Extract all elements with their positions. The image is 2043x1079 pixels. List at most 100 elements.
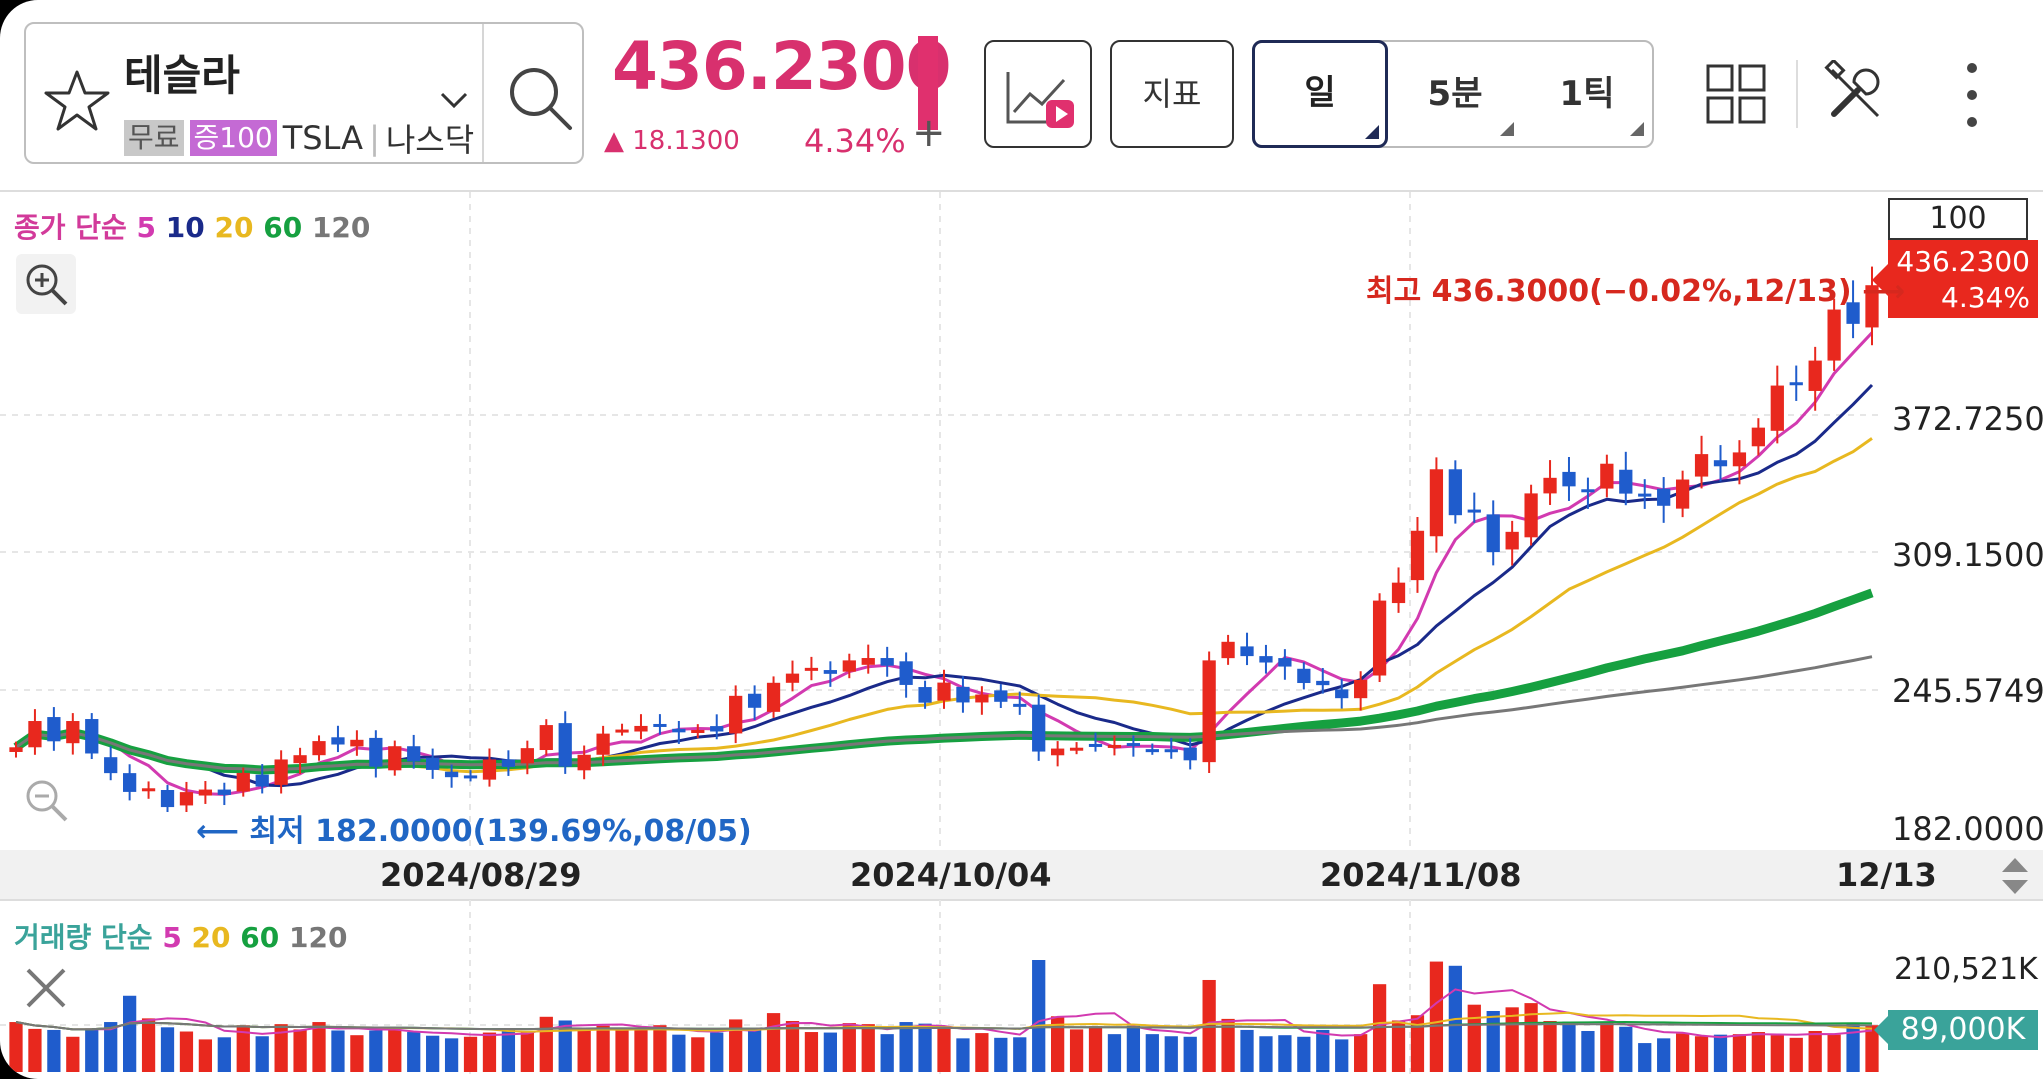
divider <box>482 24 484 162</box>
vma60-legend: 60 <box>240 921 280 954</box>
volume-bar <box>975 1033 989 1072</box>
volume-bar <box>1051 1016 1065 1072</box>
volume-bar <box>880 1034 894 1072</box>
candle-body <box>729 695 743 734</box>
candle-body <box>1827 309 1841 361</box>
candle-count-box[interactable]: 100 <box>1888 198 2028 240</box>
more-vert-icon[interactable] <box>1960 60 1984 130</box>
candle-body <box>1694 454 1709 477</box>
tag-margin: 증100 <box>189 120 277 156</box>
candle-body <box>539 725 553 751</box>
tools-icon[interactable] <box>1824 60 1888 124</box>
x-axis-band <box>0 850 2043 900</box>
stock-name: 테슬라 <box>124 51 240 100</box>
market: 나스닥 <box>385 121 475 158</box>
corner-icon <box>1500 122 1514 136</box>
candle-body <box>1335 689 1349 699</box>
candle-body <box>1051 748 1065 756</box>
volume-bar <box>1013 1037 1027 1072</box>
candle-body <box>994 690 1008 702</box>
zoom-out-icon[interactable] <box>16 770 76 830</box>
ma-legend-label: 종가 단순 <box>14 211 127 244</box>
volume-bar <box>918 1023 932 1072</box>
volume-bar <box>160 1027 175 1072</box>
period-day-button[interactable]: 일 <box>1252 40 1388 148</box>
ma-legend[interactable]: 종가 단순 5 10 20 60 120 <box>14 206 370 246</box>
candle-body <box>634 725 648 732</box>
candle-body <box>331 737 345 745</box>
volume-bar <box>312 1022 326 1072</box>
candle-body <box>1846 302 1860 324</box>
candle-body <box>1467 509 1481 513</box>
close-icon[interactable] <box>20 962 72 1014</box>
candle-body <box>1713 460 1728 467</box>
chart-canvas[interactable] <box>0 192 2043 1079</box>
candle-body <box>1505 531 1519 550</box>
candle-body <box>1410 530 1425 581</box>
indicator-button[interactable]: 지표 <box>1110 40 1234 148</box>
volume-bar <box>85 1028 99 1072</box>
volume-bar <box>1221 1018 1235 1072</box>
candle-body <box>975 694 989 703</box>
ma-line <box>15 383 1874 788</box>
volume-bar <box>615 1029 629 1072</box>
volume-bar <box>785 1020 800 1072</box>
candle-body <box>596 733 610 755</box>
search-icon[interactable] <box>504 62 576 134</box>
candle-body <box>1259 656 1273 663</box>
volume-bar <box>274 1024 288 1072</box>
volume-bar <box>1240 1029 1254 1072</box>
period-1tick-button[interactable]: 1틱 <box>1522 42 1652 146</box>
current-price-tag: 436.2300 4.34% <box>1872 240 2038 318</box>
candle-body <box>160 789 175 808</box>
period-5min-button[interactable]: 5분 <box>1388 42 1522 146</box>
ma120-legend: 120 <box>311 211 371 244</box>
stock-selector[interactable]: 테슬라 무료 증100 TSLA | 나스닥 <box>24 22 584 164</box>
candle-body <box>861 658 875 665</box>
period-5min-label: 5분 <box>1427 74 1483 114</box>
volume-bar <box>710 1032 724 1072</box>
candle-body <box>1145 749 1159 753</box>
price-change-pct: 4.34% <box>804 122 906 160</box>
volume-bar <box>1619 1026 1633 1072</box>
candle-body <box>1183 747 1197 761</box>
ma-line <box>15 437 1873 774</box>
volume-bar <box>653 1025 667 1072</box>
candle-body <box>198 789 213 796</box>
candle-body <box>1524 493 1538 538</box>
volume-bar <box>482 1032 497 1072</box>
candle-body <box>179 792 194 806</box>
plus-icon[interactable]: + <box>912 110 946 156</box>
volume-bar <box>899 1022 913 1072</box>
candle-body <box>653 723 667 727</box>
candle-body <box>1240 646 1254 657</box>
chart-type-button[interactable] <box>984 40 1092 148</box>
layout-grid-icon[interactable] <box>1706 64 1766 124</box>
candle-body <box>1657 488 1671 506</box>
volume-ma-line <box>15 1021 1872 1031</box>
candle-body <box>1732 452 1747 467</box>
candle-body <box>426 757 440 770</box>
candle-body <box>1486 514 1500 553</box>
volume-bar <box>1581 1030 1595 1072</box>
vma20-legend: 20 <box>191 921 231 954</box>
candle-body <box>1600 463 1614 489</box>
zoom-in-icon[interactable] <box>16 254 76 314</box>
volume-bar <box>28 1028 42 1072</box>
chevron-down-icon[interactable] <box>436 82 472 118</box>
candle-body <box>482 759 497 780</box>
low-annotation: ⟵ 최저 182.0000(139.69%,08/05) <box>196 814 752 849</box>
volume-bar <box>1751 1032 1765 1072</box>
ticker: TSLA <box>282 119 364 157</box>
volume-bar <box>1107 1034 1122 1072</box>
volume-bar <box>1524 1003 1538 1072</box>
volume-legend[interactable]: 거래량 단순 5 20 60 120 <box>14 916 347 956</box>
volume-bar <box>747 1029 762 1072</box>
vma120-legend: 120 <box>288 921 348 954</box>
volume-bars <box>9 960 1879 1072</box>
star-icon[interactable] <box>42 66 112 136</box>
volume-bar <box>1297 1036 1311 1072</box>
volume-bar <box>577 1029 591 1072</box>
candle-body <box>615 729 629 733</box>
scroll-arrows-icon[interactable] <box>2000 856 2030 896</box>
